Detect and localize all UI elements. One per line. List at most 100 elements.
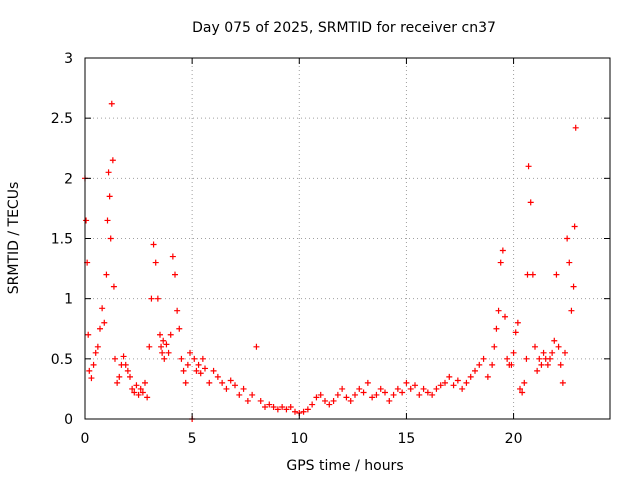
data-point <box>547 355 553 362</box>
data-point <box>195 361 202 368</box>
data-point <box>523 355 530 362</box>
data-point <box>287 403 294 410</box>
data-point <box>412 382 418 389</box>
data-point <box>161 355 168 362</box>
data-point <box>343 394 350 401</box>
data-point <box>114 379 121 386</box>
data-point <box>274 406 281 413</box>
data-point <box>133 382 140 389</box>
data-point <box>304 406 311 413</box>
data-point <box>557 361 564 368</box>
data-point <box>85 331 92 338</box>
y-tick-label: 3 <box>64 51 73 67</box>
data-point <box>202 365 208 372</box>
data-point <box>92 349 99 356</box>
data-point <box>178 355 185 362</box>
data-point <box>167 331 174 338</box>
data-point <box>339 385 346 392</box>
data-point <box>249 391 256 398</box>
data-point <box>160 337 167 344</box>
data-point <box>540 349 547 356</box>
x-tick-label: 5 <box>188 431 197 447</box>
data-point <box>122 361 129 368</box>
y-tick-label: 2.5 <box>51 111 73 127</box>
data-point <box>214 373 221 380</box>
data-point <box>493 325 500 332</box>
data-point <box>219 379 226 386</box>
data-point <box>564 235 571 242</box>
data-point <box>459 385 466 392</box>
data-point <box>172 271 178 278</box>
data-point <box>88 375 95 382</box>
data-point <box>199 355 206 362</box>
data-point <box>180 367 187 374</box>
data-point <box>257 397 264 404</box>
data-point <box>420 385 427 392</box>
data-point <box>197 370 204 377</box>
data-point <box>146 343 153 350</box>
x-tick-label: 10 <box>290 431 308 447</box>
data-point <box>227 377 234 384</box>
data-point <box>407 385 414 392</box>
data-point <box>382 389 388 396</box>
data-point <box>279 403 286 410</box>
data-point <box>184 361 191 368</box>
data-point <box>369 394 376 401</box>
data-point <box>262 403 268 410</box>
data-point <box>525 163 532 170</box>
data-point <box>127 373 133 380</box>
chart-title: Day 075 of 2025, SRMTID for receiver cn3… <box>192 20 496 36</box>
data-point <box>174 307 181 314</box>
data-point <box>521 379 528 386</box>
data-point <box>433 385 440 392</box>
data-point <box>244 397 251 404</box>
data-point <box>512 329 519 336</box>
data-point <box>193 367 200 374</box>
data-point <box>142 379 148 386</box>
data-points <box>82 100 579 422</box>
data-point <box>110 283 117 290</box>
data-point <box>536 355 543 362</box>
data-point <box>519 389 526 396</box>
data-point <box>347 397 354 404</box>
data-point <box>169 253 176 260</box>
data-point <box>108 100 115 107</box>
data-point <box>86 367 93 374</box>
data-point <box>116 373 123 380</box>
data-point <box>144 394 151 401</box>
data-point <box>105 169 112 176</box>
data-point <box>529 271 536 278</box>
data-point <box>476 361 483 368</box>
data-point <box>326 401 333 408</box>
data-point <box>489 361 496 368</box>
data-point <box>572 124 579 131</box>
data-point <box>292 408 298 415</box>
data-point <box>497 259 504 266</box>
data-point <box>399 389 406 396</box>
data-point <box>442 379 448 386</box>
data-point <box>131 389 138 396</box>
data-point <box>538 361 545 368</box>
data-point <box>148 295 155 302</box>
data-point <box>187 349 193 356</box>
y-tick-label: 0.5 <box>51 352 73 368</box>
data-point <box>309 401 316 408</box>
data-point <box>206 379 213 386</box>
data-point <box>352 391 358 398</box>
data-point <box>390 391 397 398</box>
x-axis-label: GPS time / hours <box>286 458 403 474</box>
data-point <box>83 217 90 224</box>
data-point <box>236 391 243 398</box>
data-point <box>463 379 470 386</box>
data-point <box>524 271 531 278</box>
data-point <box>555 343 562 350</box>
data-point <box>109 157 116 164</box>
data-point <box>112 355 118 362</box>
data-point <box>99 305 106 312</box>
data-point <box>300 408 307 415</box>
data-point <box>373 391 380 398</box>
data-point <box>104 217 111 224</box>
grid-lines <box>85 58 610 419</box>
axis-ticks: 0 0.5 1 1.5 2 2.5 3 0 5 10 15 20 <box>51 51 610 447</box>
data-point <box>566 259 573 266</box>
